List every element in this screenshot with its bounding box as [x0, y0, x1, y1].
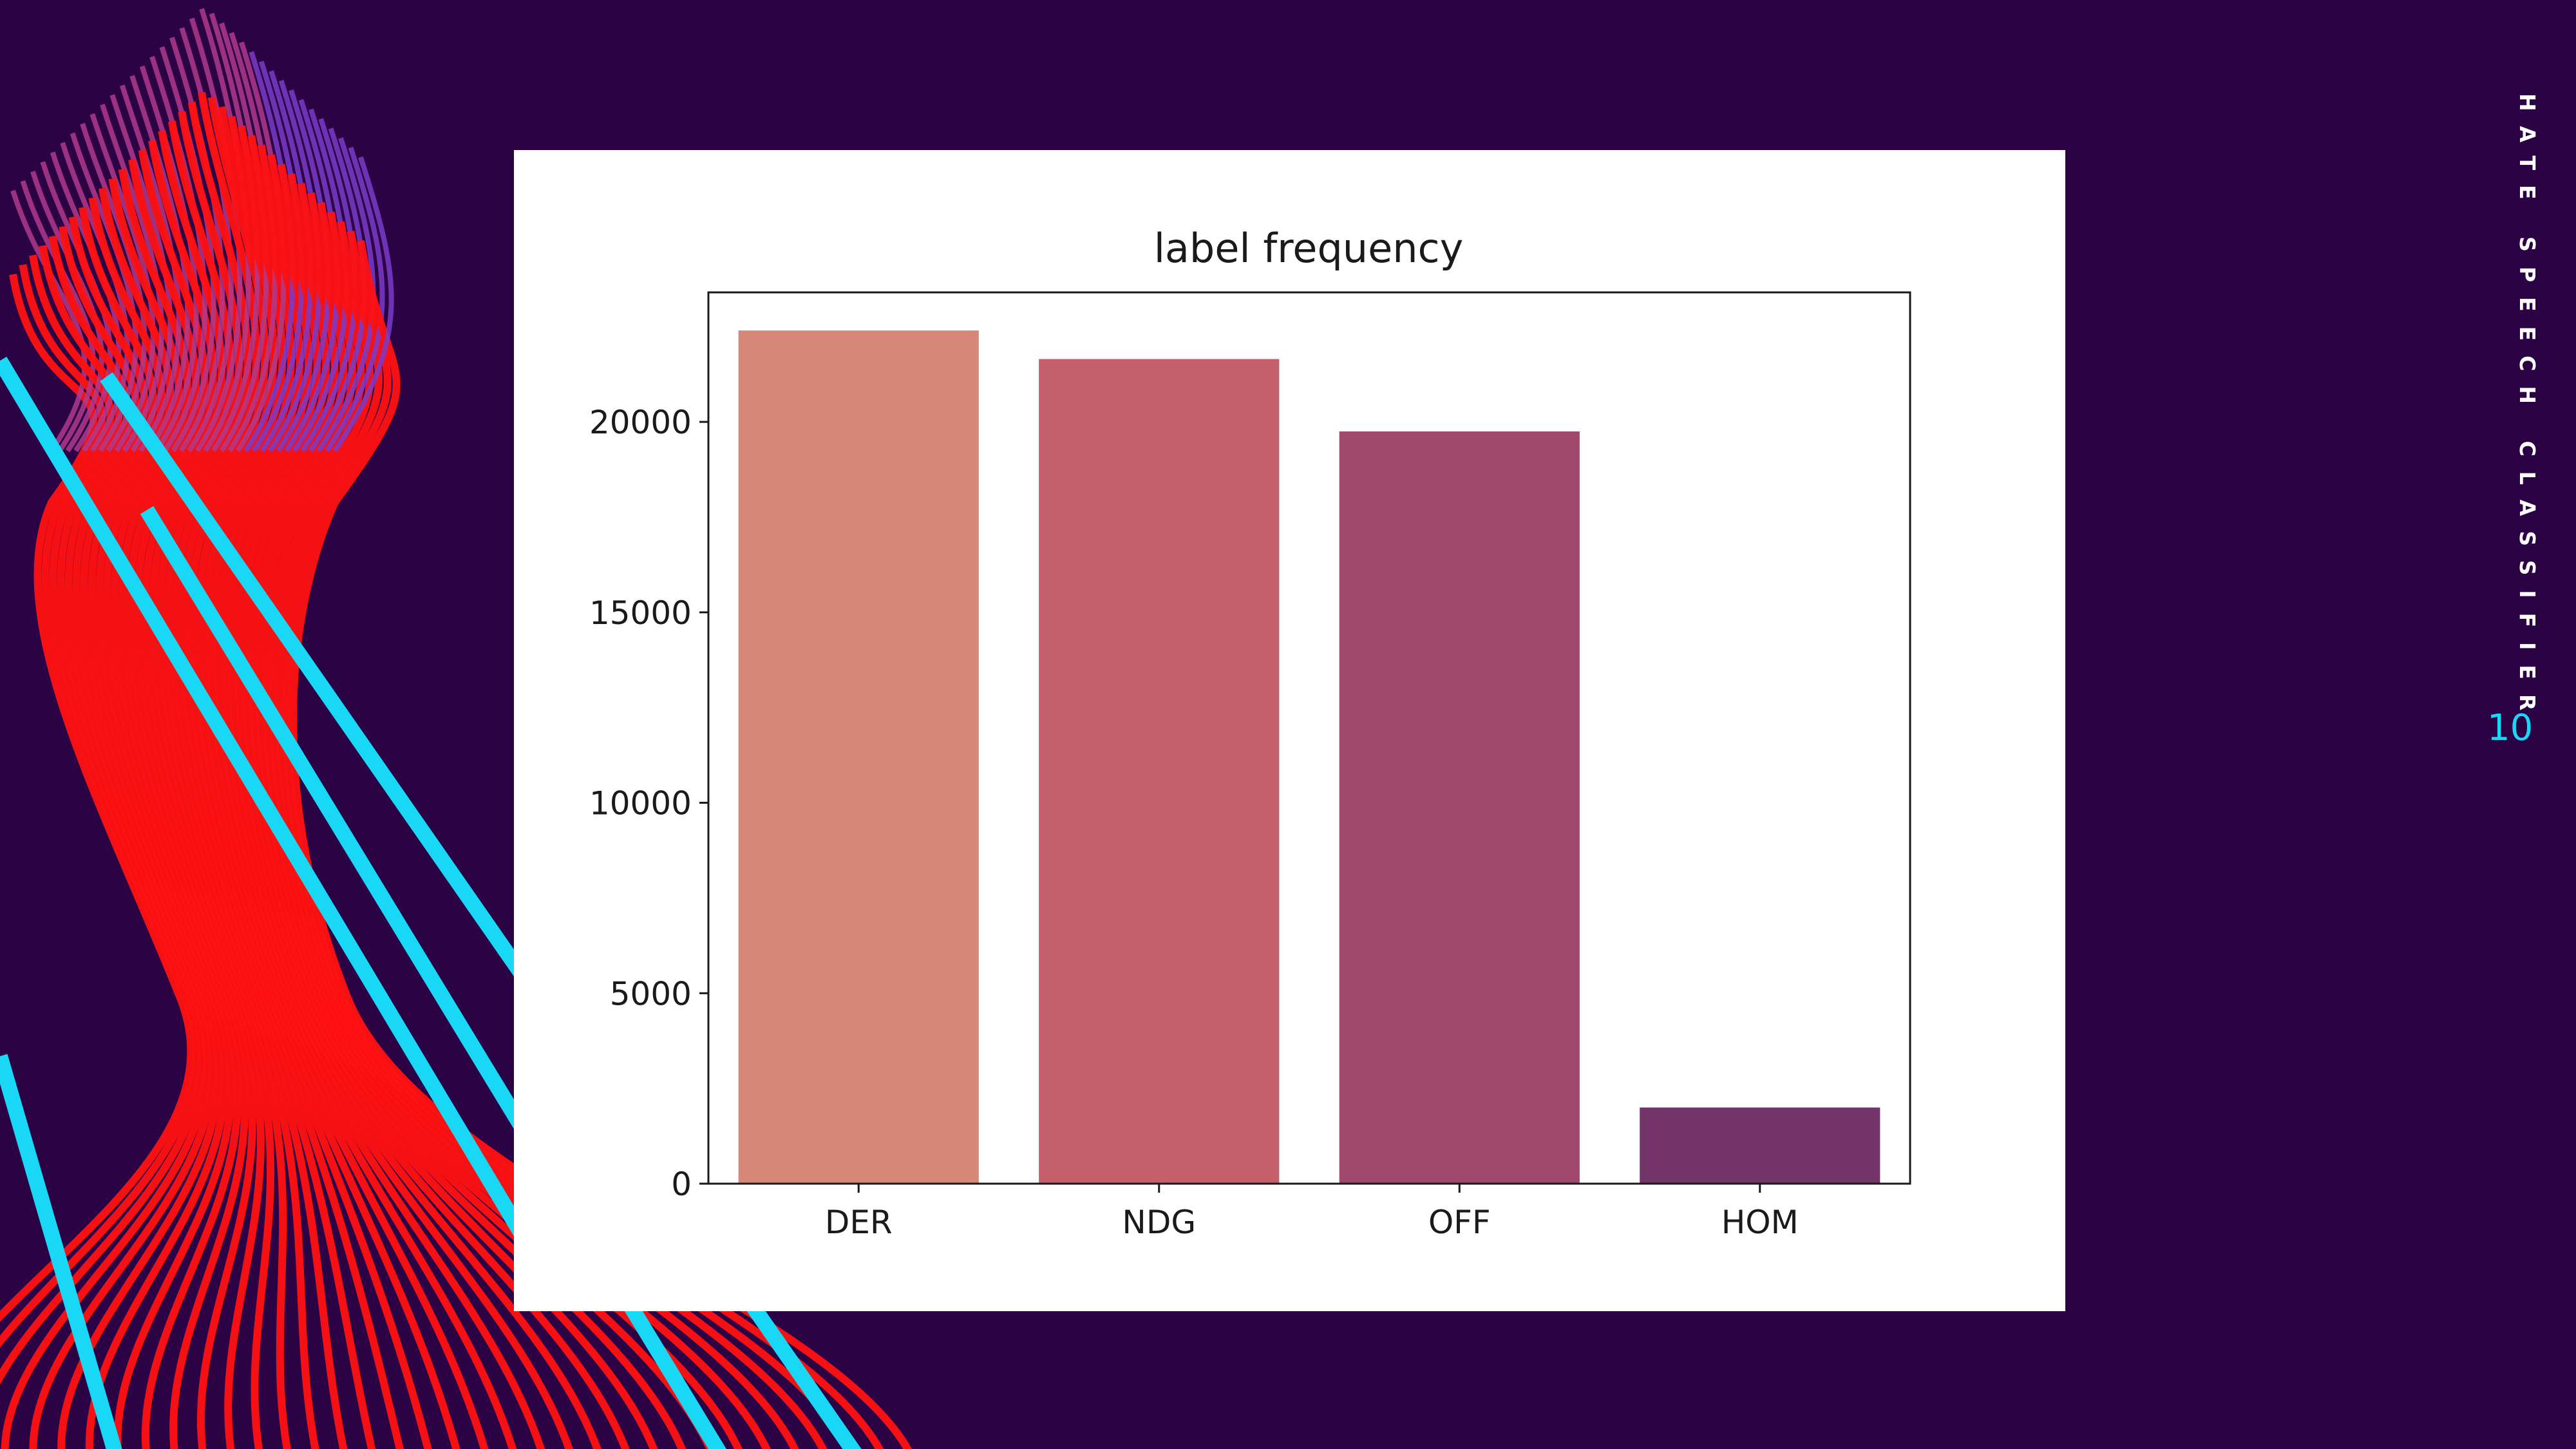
y-tick-label: 10000	[589, 785, 692, 822]
wave-line-top	[20, 180, 96, 453]
x-tick-label-ndg: NDG	[1122, 1204, 1196, 1241]
wave-lines	[0, 8, 912, 1449]
x-tick-label-off: OFF	[1428, 1204, 1491, 1241]
wave-line	[57, 225, 223, 1449]
wave-line	[164, 111, 404, 1449]
wave-line	[133, 149, 291, 1449]
y-tick-label: 20000	[589, 404, 692, 441]
bar-chart: label frequency 0 5000 10000 15000 20000 DER…	[589, 225, 1911, 1241]
wave-line	[141, 140, 319, 1449]
bar-hom	[1640, 1107, 1880, 1184]
wave-line-top	[10, 189, 88, 453]
wave-line	[68, 216, 229, 1449]
y-tick-label: 15000	[589, 594, 692, 632]
wave-line-top	[332, 156, 394, 453]
bars	[738, 330, 1880, 1184]
y-tick-label: 0	[671, 1166, 692, 1203]
wave-line	[222, 144, 630, 1449]
slide-side-title: HATE SPEECH CLASSIFIER	[2515, 93, 2540, 726]
bar-off	[1339, 431, 1580, 1184]
plot-frame	[707, 291, 1911, 1185]
x-tick-label-der: DER	[825, 1204, 893, 1241]
cyan-line	[0, 1054, 122, 1449]
chart-title: label frequency	[1154, 225, 1464, 272]
bar-der	[738, 330, 979, 1184]
wave-line	[156, 120, 376, 1449]
wave-line	[178, 91, 460, 1449]
y-axis-ticks: 0 5000 10000 15000 20000	[589, 404, 708, 1203]
cyan-line	[0, 356, 561, 1293]
chart-card: label frequency 0 5000 10000 15000 20000 DER…	[514, 150, 2065, 1311]
x-axis-ticks: DER NDG OFF HOM	[825, 1184, 1799, 1241]
wave-line-top	[139, 65, 199, 453]
page-number: 10	[2487, 707, 2533, 749]
x-tick-label-hom: HOM	[1721, 1204, 1799, 1241]
wave-line	[171, 101, 432, 1449]
wave-line	[126, 158, 274, 1449]
bar-ndg	[1039, 359, 1280, 1184]
wave-line-top	[325, 146, 385, 453]
y-tick-label: 5000	[610, 975, 692, 1012]
wave-line	[148, 130, 348, 1449]
wave-line-top	[159, 46, 216, 453]
wave-line-top	[149, 55, 208, 453]
wave-line-top	[60, 142, 130, 453]
